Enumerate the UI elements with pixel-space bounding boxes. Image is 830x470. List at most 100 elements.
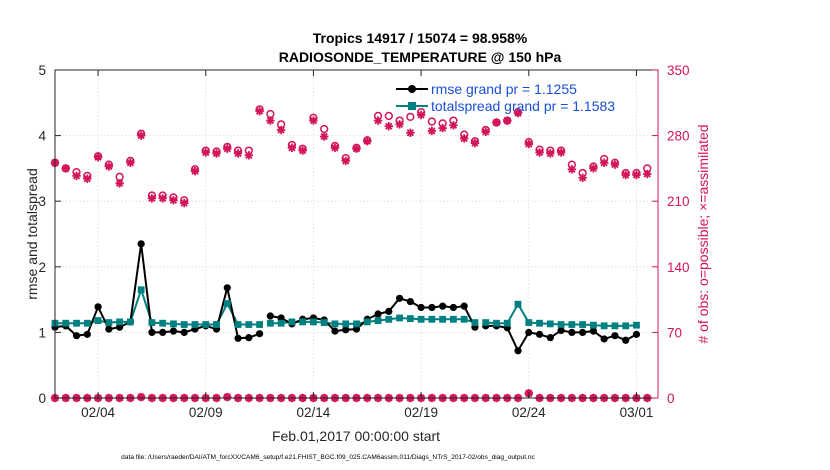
obs-assimilated-point	[201, 148, 210, 157]
axes-box	[54, 69, 659, 399]
rmse-point	[255, 330, 264, 338]
obs-assimilated-point-stroke	[309, 116, 318, 125]
obs-assimilated-point-stroke	[255, 107, 264, 115]
obs-assimilated-point	[610, 160, 620, 169]
spread-point	[202, 321, 210, 328]
obs-assimilated-point	[535, 148, 544, 157]
obs-assimilated-point-stroke	[352, 145, 361, 153]
obs-assimilated-point-stroke	[482, 128, 490, 136]
spread-point	[622, 322, 630, 330]
obs-assimilated-point-stroke	[643, 170, 651, 178]
obs-assimilated-point	[136, 131, 146, 140]
obs-assimilated-point-stroke	[611, 160, 619, 169]
rmse-point	[72, 332, 81, 340]
rmse-point	[428, 303, 436, 312]
obs-assimilated-point	[621, 170, 630, 180]
rmse-point	[449, 303, 458, 312]
obs-assimilated-point-stroke	[342, 157, 350, 165]
rmse-point	[557, 326, 565, 335]
obs-assimilated-point	[298, 146, 307, 155]
obs-assimilated-point	[93, 152, 103, 162]
obs-zero-assimilated-point-stroke	[137, 393, 145, 401]
rmse-point	[632, 330, 641, 338]
spread-point	[342, 320, 350, 328]
legend-spread-label: totalspread grand pr = 1.1583	[431, 98, 615, 114]
obs-assimilated-point-stroke	[126, 159, 135, 167]
spread-point	[450, 315, 457, 323]
obs-assimilated-point	[546, 149, 555, 158]
obs-assimilated-point-stroke	[223, 145, 231, 153]
rmse-point	[579, 328, 587, 336]
obs-assimilated-point-stroke	[159, 194, 167, 203]
obs-assimilated-point	[61, 164, 70, 173]
obs-assimilated-point-stroke	[234, 149, 242, 158]
obs-assimilated-point-stroke	[589, 164, 598, 173]
rmse-point	[180, 328, 188, 336]
obs-assimilated-point	[147, 194, 157, 203]
rmse-point	[395, 294, 404, 302]
obs-assimilated-point-stroke	[406, 129, 414, 137]
obs-assimilated-point	[266, 116, 275, 125]
rmse-point	[105, 325, 113, 333]
rmse-point	[159, 328, 167, 336]
obs-assimilated-point	[244, 151, 254, 160]
rmse-line	[54, 243, 260, 340]
rmse-point	[406, 297, 414, 306]
spread-point	[126, 318, 134, 326]
spread-point	[180, 321, 188, 328]
obs-assimilated-point-stroke	[72, 172, 81, 180]
obs-assimilated-point	[341, 156, 350, 166]
obs-assimilated-point	[599, 158, 609, 167]
obs-assimilated-point-stroke	[245, 151, 253, 159]
obs-assimilated-point	[190, 167, 200, 176]
spread-point	[148, 319, 156, 326]
obs-assimilated-point-stroke	[600, 159, 608, 167]
y-left-tick-label: 1	[38, 325, 46, 340]
x-tick-label: 02/09	[189, 405, 223, 420]
obs-assimilated-point	[115, 179, 124, 188]
rmse-point	[374, 310, 382, 318]
spread-point	[579, 321, 587, 328]
obs-assimilated-point-stroke	[363, 137, 371, 145]
rmse-point	[223, 284, 231, 292]
spread-point	[353, 320, 360, 328]
obs-assimilated-point	[481, 127, 490, 137]
y-axis-left-label: rmse and totalspread	[24, 168, 40, 300]
obs-assimilated-point-stroke	[202, 148, 210, 157]
obs-assimilated-point	[416, 110, 426, 120]
obs-assimilated-point-stroke	[212, 149, 221, 158]
obs-assimilated-point	[126, 158, 135, 167]
obs-assimilated-point-stroke	[622, 171, 630, 179]
obs-assimilated-point-stroke	[535, 148, 544, 157]
rmse-point	[439, 302, 447, 310]
obs-assimilated-point-stroke	[471, 139, 479, 147]
obs-assimilated-point	[438, 123, 447, 133]
obs-assimilated-point-stroke	[148, 194, 156, 203]
obs-assimilated-point-stroke	[438, 124, 447, 132]
obs-assimilated-point	[643, 169, 652, 179]
obs-assimilated-point	[513, 108, 523, 118]
obs-assimilated-point-stroke	[428, 127, 436, 135]
obs-zero-assimilated-point	[223, 392, 232, 402]
obs-assimilated-point	[395, 120, 404, 129]
spread-point	[159, 319, 167, 327]
rmse-point	[148, 328, 156, 336]
obs-zero-assimilated-point	[136, 392, 146, 402]
rmse-point	[277, 314, 285, 322]
rmse-point	[331, 327, 339, 335]
rmse-point	[611, 332, 619, 340]
obs-assimilated-point	[180, 198, 189, 208]
spread-point	[105, 319, 113, 326]
y-right-tick-label: 0	[667, 391, 675, 406]
spread-point	[482, 319, 490, 326]
obs-assimilated-point	[72, 171, 81, 181]
obs-assimilated-point-stroke	[503, 116, 511, 125]
spread-point	[557, 321, 565, 328]
spread-point	[396, 314, 403, 322]
rmse-point	[535, 330, 544, 338]
obs-assimilated-point-stroke	[191, 167, 199, 175]
spread-point	[514, 300, 522, 308]
spread-point	[460, 315, 468, 323]
obs-assimilated-point	[233, 149, 243, 158]
obs-assimilated-point	[384, 122, 394, 131]
